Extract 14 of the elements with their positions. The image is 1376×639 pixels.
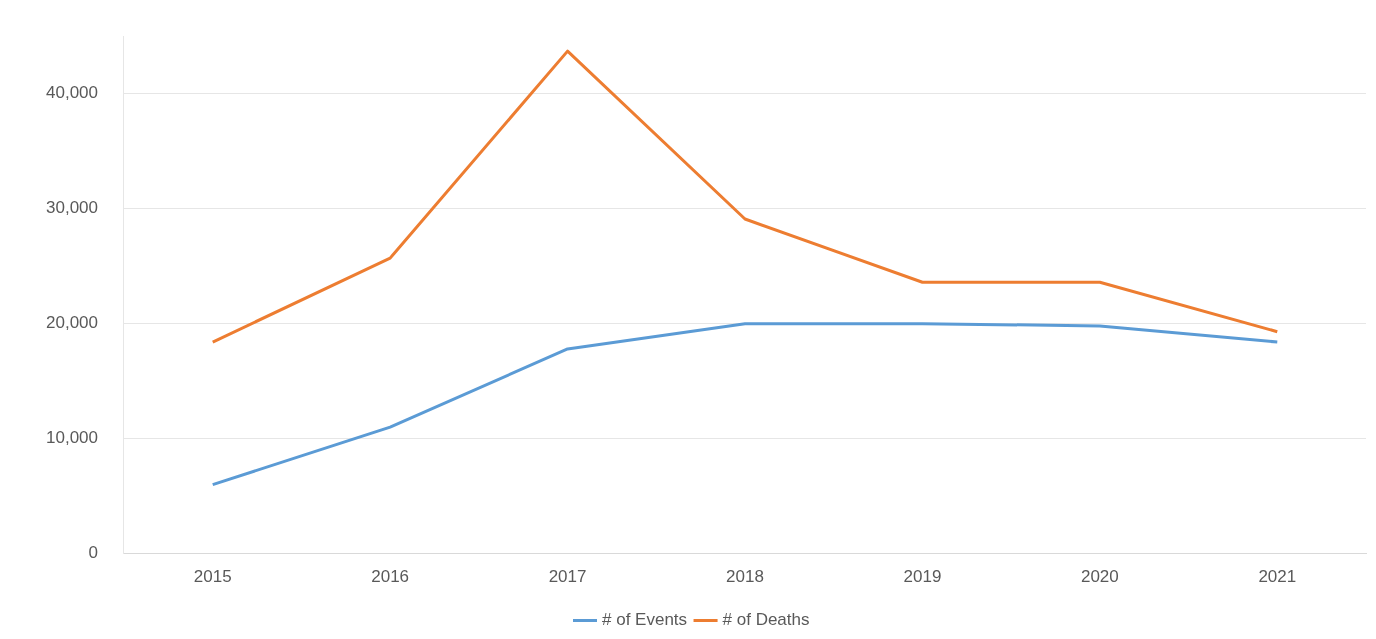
x-tick-label: 2015 [193, 567, 232, 587]
x-tick-label: 2018 [726, 567, 764, 587]
x-tick-label: 2017 [548, 567, 587, 587]
x-tick-label: 2020 [1080, 567, 1119, 587]
x-tick-label: 2019 [903, 567, 942, 587]
x-tick-label: 2021 [1258, 567, 1297, 587]
y-tick-label: 0 [88, 543, 98, 563]
y-tick-label: 10,000 [46, 428, 98, 448]
y-tick-label: 40,000 [46, 83, 98, 103]
x-tick-label: 2016 [371, 567, 410, 587]
legend-label: # of Deaths [722, 610, 810, 630]
legend-label: # of Events [602, 610, 688, 630]
y-tick-label: 20,000 [46, 313, 98, 333]
y-tick-label: 30,000 [46, 198, 98, 218]
